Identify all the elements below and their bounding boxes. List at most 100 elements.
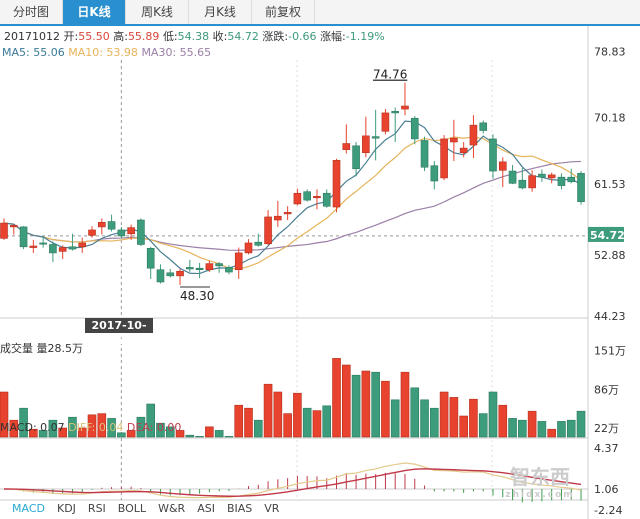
indicator-tab-vr[interactable]: VR (264, 502, 280, 515)
indicator-tab-rsi[interactable]: RSI (87, 502, 106, 515)
candle-body (205, 263, 214, 271)
indicator-tab-wr[interactable]: W&R (158, 502, 186, 515)
candle-body (430, 165, 439, 182)
tab-monthly-k[interactable]: 月K线 (189, 0, 252, 24)
price-axis-label: 61.53 (594, 178, 626, 191)
candle-body (547, 174, 556, 179)
ma5-line (3, 120, 582, 275)
price-axis-label: 52.88 (594, 249, 626, 262)
macd-value: MACD: 0.07 (0, 421, 65, 434)
candle-body (371, 136, 380, 139)
volume-bar (537, 421, 547, 438)
candle-body (352, 145, 360, 170)
volume-bar (244, 407, 253, 438)
tab-daily-k[interactable]: 日K线 (63, 0, 126, 24)
candle-body (518, 179, 527, 189)
candle-body (78, 242, 87, 248)
volume-bar (185, 434, 195, 438)
candle-body (391, 111, 400, 114)
indicator-tab-macd[interactable]: MACD (12, 502, 45, 515)
volume-bar (371, 371, 380, 438)
candle-body (303, 191, 311, 201)
volume-bar (175, 430, 185, 438)
candle-body (528, 175, 536, 189)
candle-body (117, 229, 126, 237)
ma-legend: MA5: 55.06 MA10: 53.98 MA30: 55.65 (2, 46, 211, 59)
volume-bar (48, 419, 58, 438)
info-change-label: 涨跌: (262, 30, 289, 43)
macd-axis-label: -2.24 (594, 504, 622, 517)
volume-bar (9, 419, 19, 438)
candle-body (49, 244, 57, 254)
tab-forward-adjusted[interactable]: 前复权 (252, 0, 315, 24)
tab-intraday[interactable]: 分时图 (0, 0, 63, 24)
volume-bar (478, 413, 488, 438)
info-high-label: 高: (113, 30, 128, 43)
candle-body (498, 161, 507, 171)
candle-body (469, 124, 478, 146)
indicator-tabs: MACD KDJ RSI BOLL W&R ASI BIAS VR (0, 500, 279, 519)
candle-body (450, 137, 458, 143)
candle-body (225, 267, 233, 273)
macd-legend: MACD: 0.07 DIFF: 0.04 DEA: 0.00 (0, 421, 181, 434)
volume-bar (488, 391, 498, 438)
diff-value: DIFF: 0.04 (68, 421, 124, 434)
dea-line (3, 468, 582, 497)
volume-bar (400, 371, 410, 438)
candle-body (567, 176, 576, 183)
tab-weekly-k[interactable]: 周K线 (126, 0, 189, 24)
volume-bar (107, 418, 116, 438)
candle-body (186, 267, 194, 270)
candle-body (254, 241, 263, 246)
volume-bar (224, 436, 234, 438)
candle-body (195, 267, 204, 271)
candle-body (274, 215, 282, 221)
candle-body (489, 138, 497, 172)
volume-bar (253, 419, 263, 438)
volume-bar (126, 430, 136, 438)
candle-body (137, 219, 145, 245)
volume-axis-label: 151万 (594, 345, 626, 358)
candle-body (166, 272, 175, 277)
volume-bar (136, 416, 146, 438)
volume-bar (19, 407, 28, 438)
volume-bar (205, 426, 214, 438)
volume-bar (234, 404, 244, 438)
candle-body (244, 242, 253, 254)
volume-bar (351, 374, 361, 438)
candle-body (381, 112, 390, 132)
indicator-tab-bias[interactable]: BIAS (226, 502, 253, 515)
volume-bar (498, 404, 508, 438)
candle-body (440, 138, 448, 179)
macd-axis-label: 1.06 (594, 483, 619, 496)
volume-bar (195, 436, 204, 438)
ma10-line (3, 136, 582, 270)
volume-axis-label: 86万 (594, 384, 619, 397)
volume-bar (29, 428, 38, 438)
candle-body (176, 270, 184, 277)
candle-body (538, 173, 546, 178)
indicator-tab-asi[interactable]: ASI (197, 502, 215, 515)
indicator-tab-kdj[interactable]: KDJ (56, 502, 76, 515)
indicator-tab-boll[interactable]: BOLL (117, 502, 147, 515)
info-open-label: 开: (63, 30, 79, 43)
info-close: 54.72 (227, 30, 259, 43)
ohlc-info-bar: 20171012 开:55.50 高:55.89 低:54.38 收:54.72… (4, 28, 385, 44)
volume-bar (214, 430, 224, 438)
volume-bar (390, 399, 400, 438)
volume-bar (361, 370, 371, 438)
info-low-label: 低: (162, 30, 178, 43)
candle-body (98, 222, 106, 228)
candle-body (420, 140, 429, 168)
volume-bar (449, 397, 459, 438)
crosshair-price-label: 54.72 (590, 229, 625, 242)
volume-bar (410, 387, 420, 438)
volume-bar (273, 391, 283, 438)
volume-bar (576, 410, 586, 438)
volume-bar (341, 364, 351, 438)
info-low: 54.38 (177, 30, 210, 43)
info-open: 55.50 (78, 30, 110, 43)
volume-bar (68, 416, 77, 438)
candle-body (58, 247, 67, 252)
